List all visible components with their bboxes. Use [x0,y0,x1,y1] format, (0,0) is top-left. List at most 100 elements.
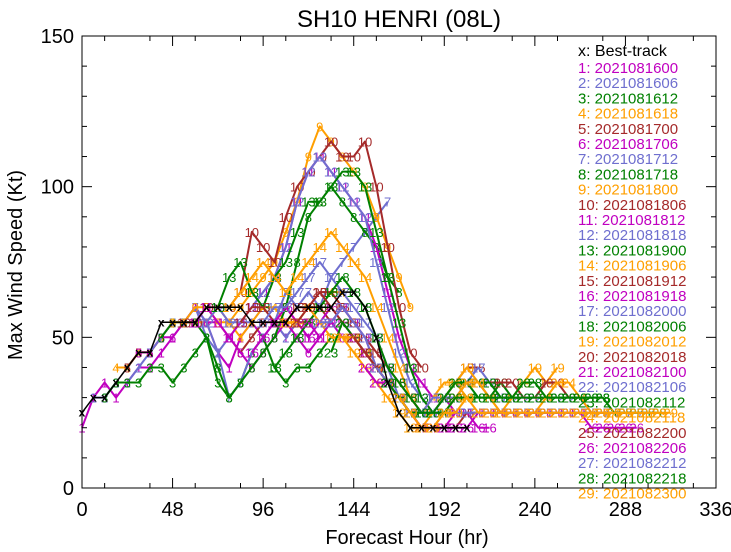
best-track-point: x [282,315,289,329]
series-point-label: 29 [505,406,519,421]
series-point-label: 6 [305,345,312,360]
series-point-label: 19 [313,315,327,330]
series-point-label: 29 [630,406,644,421]
series-point-label: 14 [380,330,394,345]
legend-entry: 11: 2021081812 [578,212,685,229]
series-point-label: 12 [369,255,383,270]
series-point-label: 27 [369,360,383,375]
series-point-label: 28 [596,391,610,406]
series-point-label: 8 [339,195,346,210]
series-point-label: 21 [301,315,315,330]
series-point-label: 13 [233,255,247,270]
series-point-label: 10 [358,134,372,149]
series-point-label: 3 [214,376,221,391]
series-point-label: 1 [101,376,108,391]
series-point-label: 22 [335,300,349,315]
x-tick-label: 0 [76,499,87,521]
series-point-label: 10 [324,134,338,149]
series-point-label: 13 [369,225,383,240]
series-point-label: 12 [358,210,372,225]
y-axis-label: Max Wind Speed (Kt) [5,170,27,360]
legend-entry: 19: 2021082012 [578,334,686,351]
series-point-label: 29 [641,406,655,421]
series-point-label: 3 [293,360,300,375]
series-point-label: 16 [245,345,259,360]
series-point-label: 17 [324,270,338,285]
legend-entry: 15: 2021081912 [578,273,686,290]
series-point-label: 3 [146,360,153,375]
series-point-label: 22 [313,315,327,330]
series-point-label: 2 [282,330,289,345]
series-point-label: 16 [471,421,485,436]
best-track-point: x [418,421,425,435]
series-point-label: 23 [448,376,462,391]
series-point-label: 29 [528,406,542,421]
best-track-point: x [169,315,176,329]
best-track-point: x [101,391,108,405]
series-point-label: 15 [245,300,259,315]
legend-entry: 23: 2021082112 [578,394,685,411]
series-point-label: 14 [324,225,338,240]
y-tick-label: 0 [63,478,74,500]
y-tick-label: 100 [41,177,74,199]
best-track-point: x [203,300,210,314]
series-point-label: 13 [245,285,259,300]
series-point-label: 4 [237,330,244,345]
series-point-label: 3 [158,360,165,375]
series-point-label: 12 [313,150,327,165]
legend-entry: 7: 2021081712 [578,151,678,168]
series-point-label: 23 [528,391,542,406]
series-point-label: 24 [562,376,576,391]
best-track-line [81,291,467,429]
legend-entry: 21: 2021082100 [578,364,686,381]
series-point-label: 10 [346,150,360,165]
series-point-label: 3 [124,376,131,391]
series-point-label: 14 [233,285,247,300]
x-tick-label: 288 [609,499,642,521]
series-point-label: 28 [494,391,508,406]
series-point-label: 22 [324,315,338,330]
series-point-label: 16 [482,421,496,436]
series-point-label: 14 [392,360,406,375]
series-point-label: 1 [226,360,233,375]
plot-area: 1111111111111111111112222222222222222222… [78,119,678,435]
series-point-label: 14 [437,376,451,391]
best-track-point: x [113,376,120,390]
series-point-label: 14 [358,270,372,285]
series-point-label: 8 [361,225,368,240]
series-point-label: 29 [550,406,564,421]
series-point-label: 28 [550,391,564,406]
best-track-point: x [350,285,357,299]
series-point-label: 10 [256,240,270,255]
series-point-label: 7 [305,285,312,300]
series-point-label: 17 [313,255,327,270]
series-point-label: 28 [528,376,542,391]
series-point-label: 18 [267,360,281,375]
legend-entry: 16: 2021081918 [578,288,686,305]
x-tick-label: 192 [428,499,461,521]
series-point-label: 23 [335,315,349,330]
series-point-label: 7 [248,345,255,360]
best-track-point: x [430,421,437,435]
series-point-label: 9 [305,150,312,165]
series-point-label: 21 [313,330,327,345]
series-point-label: 8 [226,391,233,406]
series-point-label: 10 [279,210,293,225]
series-point-label: 14 [335,240,349,255]
series-point-label: 28 [584,391,598,406]
series-point-label: 18 [403,391,417,406]
series-point-label: 29 [573,406,587,421]
series-point-label: 24 [550,376,564,391]
series-point-label: 5 [248,330,255,345]
series-point-label: 14 [346,255,360,270]
series-point-label: 1 [158,345,165,360]
series-point-label: 13 [335,165,349,180]
series-point-label: 26 [596,421,610,436]
series-point-label: 27 [460,406,474,421]
x-tick-label: 240 [518,499,551,521]
legend-entry: 6: 2021081706 [578,136,678,153]
series-point-label: 12 [290,195,304,210]
legend-entry: 5: 2021081700 [578,121,678,138]
series-point-label: 18 [335,270,349,285]
best-track-point: x [316,300,323,314]
